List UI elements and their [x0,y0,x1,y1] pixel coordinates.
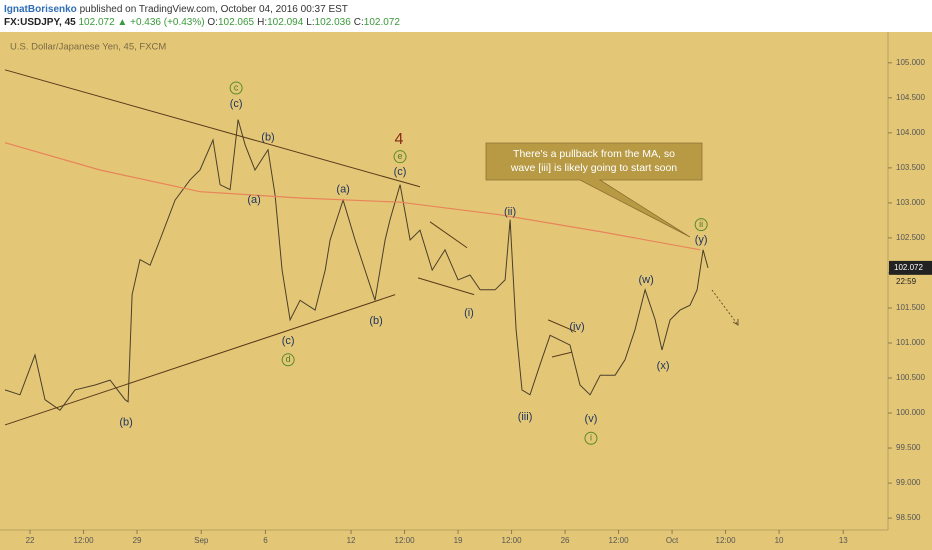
y-tick-label: 104.000 [896,128,925,137]
x-tick-label: 22 [26,536,35,545]
wave-label: (y) [695,234,708,246]
ohlc-value: 102.094 [267,17,304,28]
wave-label: d [286,354,291,364]
callout-box [485,142,703,238]
wave-label: (b) [119,417,132,429]
last-price-box [889,260,932,275]
price: 102.072 [78,17,115,28]
wave-circle [281,353,295,367]
wave-label: 4 [395,131,404,148]
x-tick-label: 29 [133,536,142,545]
wave-label: (b) [369,315,382,327]
trend-line [4,294,396,426]
x-tick-label: 12:00 [74,536,95,545]
x-tick-label: 6 [263,536,268,545]
y-tick-label: 99.500 [896,443,921,452]
ohlc-value: 102.065 [217,17,255,28]
ohlc-label: C: [353,17,364,28]
ohlc-label: O: [207,17,218,28]
countdown: 22:59 [896,277,917,286]
x-tick-label: 12:00 [502,536,523,545]
chart-background [0,32,932,550]
ohlc-value: 102.036 [314,17,351,28]
change: ▲ +0.436 (+0.43%) [117,17,205,28]
x-tick-label: 26 [561,536,570,545]
wave-label: (c) [230,98,243,110]
y-tick-label: 103.500 [896,163,925,172]
callout-line: There's a pullback from the MA, so [513,148,675,160]
y-tick-label: 100.500 [896,373,925,382]
header: IgnatBorisenko published on TradingView.… [0,0,932,32]
trend-line [551,351,573,358]
wave-label: ii [699,219,703,229]
wave-label: (c) [282,335,295,347]
trend-line [547,319,577,333]
quote-line: FX:USDJPY, 45 102.072 ▲ +0.436 (+0.43%) … [4,16,928,29]
wave-label: (iii) [518,411,533,423]
projection-arrow [711,289,739,326]
wave-circle [229,81,243,95]
wave-label: e [398,151,403,161]
last-price-label: 102.072 [894,263,923,272]
wave-circle [694,218,708,232]
x-tick-label: 12:00 [609,536,630,545]
arrow-head [732,319,739,326]
x-tick-label: 10 [775,536,784,545]
x-tick-label: 12:00 [716,536,737,545]
moving-average [4,142,701,251]
y-tick-label: 101.000 [896,338,925,347]
y-tick-label: 100.000 [896,408,925,417]
wave-label: (a) [336,184,349,196]
ohlc-label: L: [306,17,315,28]
wave-circle [584,431,598,445]
ohlc: O:102.065 H:102.094 L:102.036 C:102.072 [207,17,403,28]
wave-label: (b) [261,132,274,144]
chart-title: U.S. Dollar/Japanese Yen, 45, FXCM [10,42,166,53]
ohlc-value: 102.072 [363,17,400,28]
trend-line [429,221,468,249]
symbol: FX:USDJPY, 45 [4,17,76,28]
wave-label: (a) [247,194,260,206]
y-tick-label: 99.000 [896,478,921,487]
ohlc-label: H: [257,17,268,28]
wave-label: (w) [639,274,654,286]
publish-line: IgnatBorisenko published on TradingView.… [4,3,928,16]
price-line [4,119,709,411]
y-tick-label: 98.500 [896,513,921,522]
trend-line [4,69,421,188]
published: published on TradingView.com, October 04… [79,4,348,15]
wave-label: (i) [464,307,474,319]
trend-line [417,277,475,296]
y-tick-label: 104.500 [896,93,925,102]
callout-line: wave [iii] is likely going to start soon [510,162,677,174]
wave-label: (x) [657,360,670,372]
x-tick-label: 19 [454,536,463,545]
wave-label: (c) [394,166,407,178]
wave-label: (iv) [569,321,584,333]
wave-label: c [234,82,239,92]
x-tick-label: Sep [194,536,209,545]
x-tick-label: 12 [347,536,356,545]
wave-label: (ii) [504,206,516,218]
wave-label: (v) [585,413,598,425]
x-tick-label: 12:00 [395,536,416,545]
x-tick-label: Oct [666,536,679,545]
author[interactable]: IgnatBorisenko [4,4,77,15]
y-tick-label: 101.500 [896,303,925,312]
wave-label: i [590,433,592,443]
y-tick-label: 105.000 [896,58,925,67]
wave-circle [393,150,407,164]
y-tick-label: 103.000 [896,198,925,207]
y-tick-label: 102.500 [896,233,925,242]
countdown-box [889,274,932,288]
x-tick-label: 13 [839,536,848,545]
